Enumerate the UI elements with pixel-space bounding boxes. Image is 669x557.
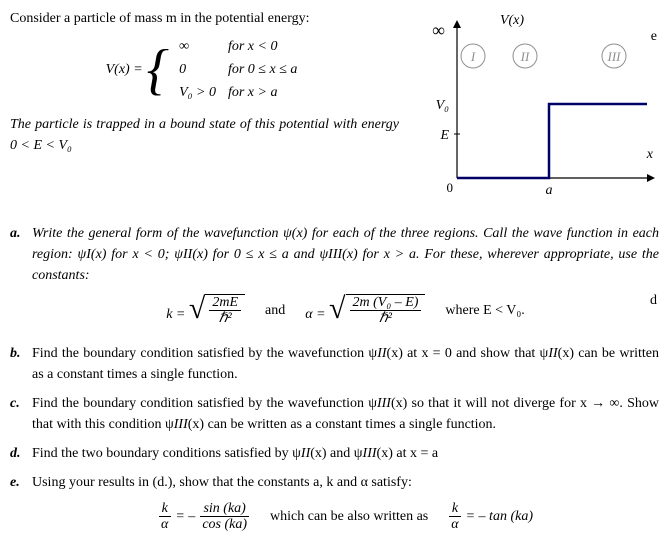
part-a-text: Write the general form of the wavefuncti… (32, 226, 659, 283)
part-e: e. Using your results in (d.), show that… (10, 472, 659, 541)
pw-cond-1: for 0 ≤ x ≤ a (222, 58, 303, 81)
part-a: a. Write the general form of the wavefun… (10, 223, 659, 335)
part-b: b. Find the boundary condition satisfied… (10, 343, 659, 385)
margin-d: d (650, 290, 657, 311)
part-d-text: Find the two boundary conditions satisfi… (32, 443, 659, 464)
svg-text:I: I (470, 49, 476, 64)
constants-eq: k = √2mEℏ² and α = √2m (V₀ – E)ℏ² where … (32, 294, 659, 327)
part-e-label: e. (10, 472, 32, 541)
pw-val-0: ∞ (173, 35, 222, 58)
svg-text:x: x (646, 147, 654, 162)
potential-figure: V(x)∞IIIIIIV₀E0ax (409, 8, 659, 215)
part-c-label: c. (10, 393, 32, 435)
svg-text:V₀: V₀ (436, 98, 450, 113)
transcendental-eq: kα = – sin (ka)cos (ka) which can be als… (32, 501, 659, 533)
top-row: Consider a particle of mass m in the pot… (10, 8, 659, 215)
part-b-label: b. (10, 343, 32, 385)
part-c-text: Find the boundary condition satisfied by… (32, 393, 659, 435)
svg-text:III: III (607, 49, 622, 64)
part-d-label: d. (10, 443, 32, 464)
svg-text:V(x): V(x) (500, 13, 524, 28)
part-b-text: Find the boundary condition satisfied by… (32, 343, 659, 385)
piecewise-def: V(x) = { ∞for x < 0 0for 0 ≤ x ≤ a V₀ > … (10, 35, 399, 104)
part-d: d. Find the two boundary conditions sati… (10, 443, 659, 464)
brace-icon: { (147, 42, 169, 98)
sqrt-icon: √ (329, 294, 345, 324)
svg-text:∞: ∞ (432, 20, 445, 40)
svg-text:E: E (439, 128, 449, 143)
svg-text:II: II (520, 49, 530, 64)
margin-e: e (651, 26, 657, 47)
pw-val-2: V₀ > 0 (173, 81, 222, 104)
vx-lhs: V(x) = (106, 59, 143, 80)
pw-val-1: 0 (173, 58, 222, 81)
part-c: c. Find the boundary condition satisfied… (10, 393, 659, 435)
pw-cond-0: for x < 0 (222, 35, 303, 58)
intro-text: Consider a particle of mass m in the pot… (10, 8, 399, 29)
svg-text:a: a (546, 183, 553, 198)
sqrt-icon: √ (189, 294, 205, 324)
trapped-text: The particle is trapped in a bound state… (10, 114, 399, 156)
part-a-label: a. (10, 223, 32, 335)
pw-cond-2: for x > a (222, 81, 303, 104)
part-e-text: Using your results in (d.), show that th… (32, 472, 659, 493)
svg-text:0: 0 (447, 180, 454, 195)
